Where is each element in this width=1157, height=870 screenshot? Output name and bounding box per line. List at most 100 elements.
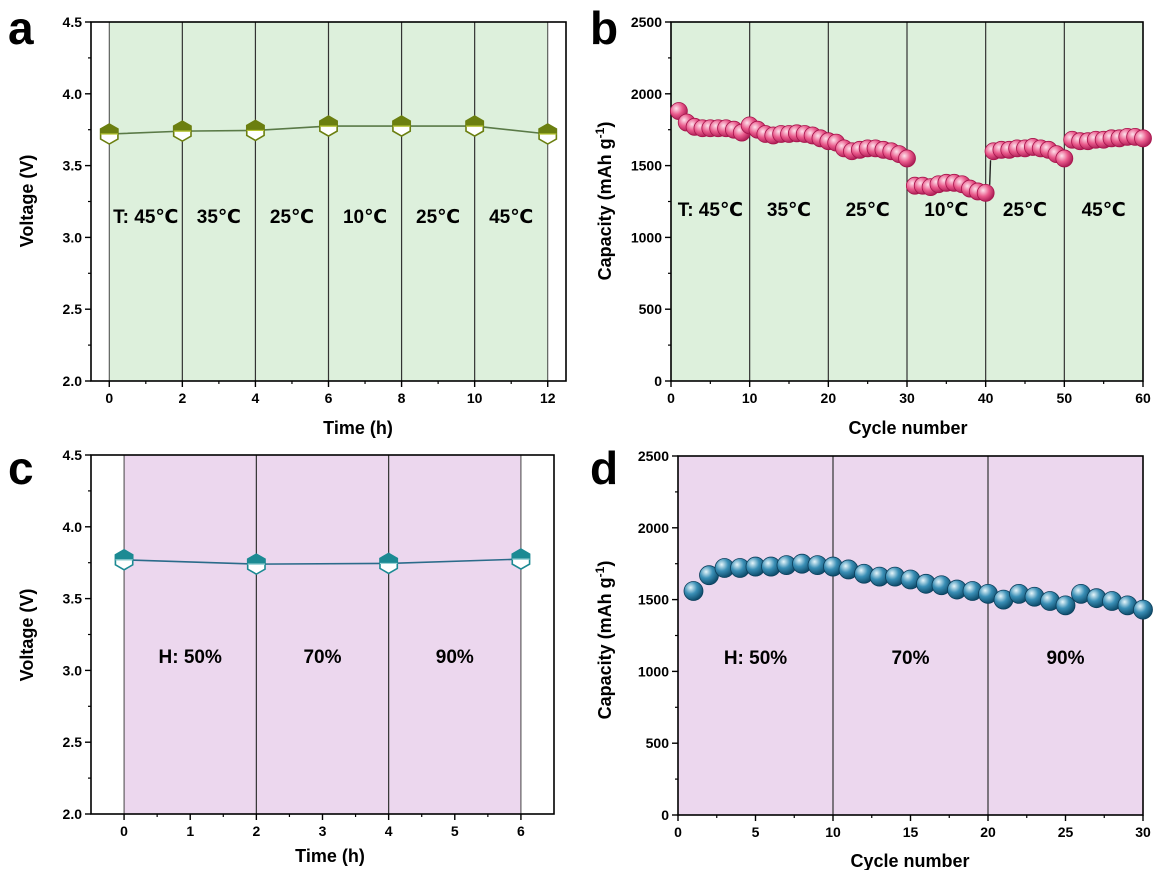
- panel-letter-b: b: [590, 2, 618, 54]
- plot-area-c: 0 1 2 3 4 5 6 2.0 2.5 3.0 3.5 4.0 4.5 H: 50% 70% 90%: [63, 447, 555, 839]
- data-point: [538, 123, 558, 145]
- x-axis-title-b: Cycle number: [848, 418, 967, 438]
- plot-background: [678, 456, 1143, 815]
- x-tick-label: 4: [252, 390, 260, 406]
- x-axis-title-d: Cycle number: [850, 851, 969, 870]
- x-tick-label: 25: [1058, 824, 1074, 840]
- x-tick-label: 0: [105, 390, 113, 406]
- x-tick-label: 12: [540, 390, 556, 406]
- region-label: T: 45℃: [678, 200, 743, 221]
- data-point: [172, 120, 192, 143]
- y-tick-label: 0: [661, 807, 669, 823]
- plot-background: [124, 455, 521, 814]
- x-tick-label: 6: [517, 823, 525, 839]
- plot-area-b: 0 10 20 30 40 50 60 0 500 1000 1500 2000 2500 T: 45℃ 3…: [631, 14, 1152, 406]
- data-point: [114, 548, 134, 571]
- y-tick-label: 4.5: [63, 447, 83, 463]
- region-label: 35℃: [767, 200, 811, 221]
- plot-area-a: 0 2 4 6 8 10 12 2.0 2.5 3.0 3.5 4.0 4.5 T: 45℃ 35℃ 25℃ 1…: [63, 14, 567, 406]
- x-tick-label: 8: [398, 390, 406, 406]
- data-point: [99, 123, 119, 145]
- x-tick-label: 0: [674, 824, 682, 840]
- panel-letter-c: c: [8, 442, 34, 494]
- region-label: 70%: [891, 648, 929, 669]
- y-tick-label: 4.0: [63, 86, 83, 102]
- panel-d: 0 5 10 15 20 25 30 0 500 1000 1500 2000 2500 H: 50% 70…: [590, 442, 1153, 870]
- series-line: [124, 558, 521, 565]
- y-tick-label: 2.5: [63, 301, 83, 317]
- data-point: [976, 183, 995, 202]
- panel-b: 0 10 20 30 40 50 60 0 500 1000 1500 2000 2500 T: 45℃ 3…: [590, 2, 1152, 438]
- x-tick-label: 10: [467, 390, 483, 406]
- x-tick-label: 0: [667, 390, 675, 406]
- y-tick-label: 3.0: [63, 229, 83, 245]
- region-label: 45℃: [489, 207, 533, 228]
- region-label: H: 50%: [159, 647, 222, 668]
- region-label: T: 45℃: [113, 207, 178, 228]
- y-axis-title-a: Voltage (V): [17, 155, 37, 248]
- region-label: 35℃: [197, 207, 241, 228]
- data-point: [246, 553, 266, 576]
- region-label: 10℃: [924, 200, 968, 221]
- data-point: [898, 149, 916, 168]
- data-point: [1134, 129, 1152, 148]
- data-point: [511, 548, 531, 571]
- data-point: [1055, 149, 1074, 168]
- x-axis-title-a: Time (h): [323, 418, 393, 438]
- x-tick-label: 1: [186, 823, 194, 839]
- data-point: [379, 552, 399, 575]
- region-label: 25℃: [270, 207, 314, 228]
- x-tick-label: 5: [451, 823, 459, 839]
- data-point: [1055, 595, 1076, 616]
- x-tick-label: 20: [821, 390, 837, 406]
- x-tick-label: 60: [1135, 390, 1151, 406]
- data-point: [683, 581, 704, 601]
- panel-letter-d: d: [590, 442, 618, 494]
- y-tick-label: 4.0: [63, 519, 83, 535]
- y-tick-label: 2500: [638, 448, 669, 464]
- y-tick-label: 2500: [631, 14, 662, 30]
- region-label: 25℃: [846, 200, 890, 221]
- y-tick-label: 500: [639, 301, 663, 317]
- panel-a: 0 2 4 6 8 10 12 2.0 2.5 3.0 3.5 4.0 4.5 T: 45℃ 35℃ 25℃ 1…: [8, 2, 567, 438]
- plot-area-d: 0 5 10 15 20 25 30 0 500 1000 1500 2000 2500 H: 50% 70…: [638, 448, 1153, 840]
- x-tick-label: 10: [742, 390, 758, 406]
- y-axis-title-d: Capacity (mAh g-1): [593, 561, 615, 720]
- x-tick-label: 20: [980, 824, 996, 840]
- x-tick-label: 6: [325, 390, 333, 406]
- region-label: 70%: [303, 647, 341, 668]
- x-tick-label: 15: [903, 824, 919, 840]
- x-tick-label: 5: [752, 824, 760, 840]
- region-label: H: 50%: [724, 648, 787, 669]
- x-axis-title-c: Time (h): [295, 846, 365, 866]
- x-tick-label: 10: [825, 824, 841, 840]
- region-label: 90%: [436, 647, 474, 668]
- data-point: [245, 119, 265, 142]
- x-tick-label: 2: [252, 823, 260, 839]
- region-label: 25℃: [416, 207, 460, 228]
- y-tick-label: 2.0: [63, 806, 83, 822]
- y-tick-label: 3.0: [63, 662, 83, 678]
- region-label: 90%: [1046, 648, 1084, 669]
- panel-letter-a: a: [8, 2, 34, 54]
- series-connector: [988, 160, 992, 185]
- y-tick-label: 1500: [638, 592, 669, 608]
- y-tick-label: 2.5: [63, 734, 83, 750]
- region-label: 10℃: [343, 207, 387, 228]
- x-tick-label: 4: [385, 823, 393, 839]
- x-tick-label: 40: [978, 390, 994, 406]
- data-point: [392, 115, 412, 138]
- y-tick-label: 500: [646, 735, 670, 751]
- region-label: 25℃: [1003, 200, 1047, 221]
- x-tick-label: 30: [899, 390, 915, 406]
- panel-c: 0 1 2 3 4 5 62.02.53.03.54.04.5H: 50% 70% 90% c …: [8, 442, 555, 866]
- y-tick-label: 2000: [631, 86, 662, 102]
- y-tick-label: 1500: [631, 158, 662, 174]
- y-tick-label: 3.5: [63, 158, 83, 174]
- y-tick-label: 1000: [631, 229, 662, 245]
- data-point: [319, 115, 338, 138]
- y-axis-title-b: Capacity (mAh g-1): [593, 122, 615, 281]
- y-tick-label: 4.5: [63, 14, 83, 30]
- y-tick-label: 0: [654, 373, 662, 389]
